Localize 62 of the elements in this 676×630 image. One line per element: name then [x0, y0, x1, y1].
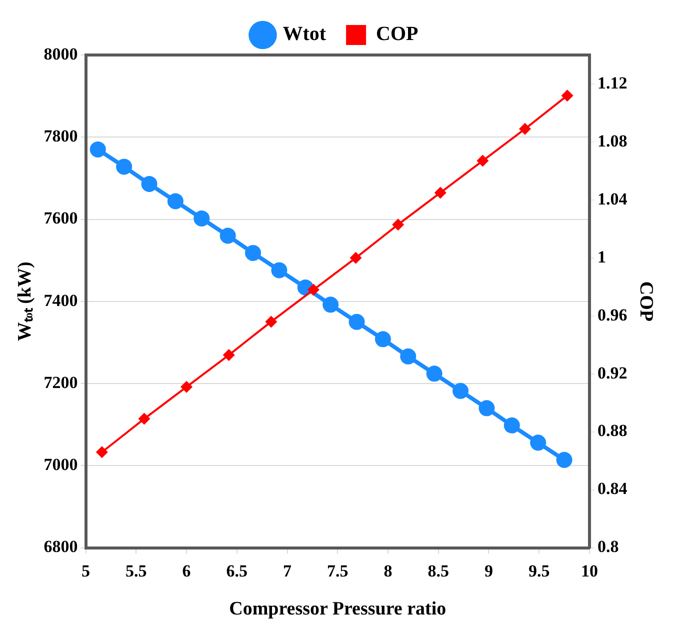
- x-tick-label: 6.5: [226, 561, 248, 580]
- point: [518, 122, 531, 135]
- x-axis-title: Compressor Pressure ratio: [229, 598, 446, 620]
- point: [194, 210, 210, 226]
- point: [245, 244, 262, 261]
- point: [504, 417, 520, 434]
- point: [392, 218, 404, 231]
- x-tick-label: 9: [484, 561, 493, 580]
- y-axis-title: Wₜₒₜ (kW): [14, 262, 36, 342]
- y-tick-label: 7800: [44, 126, 78, 146]
- y2-tick-label: 0.88: [597, 421, 628, 440]
- y-tick-label: 7200: [44, 372, 78, 392]
- point: [307, 284, 320, 296]
- point: [350, 252, 362, 264]
- x-tick-label: 8.5: [428, 561, 449, 580]
- point: [452, 382, 469, 399]
- y2-tick-label: 1.04: [597, 189, 628, 208]
- x-tick-label: 7.5: [327, 561, 348, 580]
- x-tick-label: 9.5: [528, 561, 550, 580]
- x-tick-label: 5.5: [126, 561, 147, 580]
- point: [561, 90, 574, 102]
- y-tick-label: 8000: [44, 44, 78, 64]
- y-tick-label: 7000: [44, 455, 78, 474]
- y2-axis-title: COP: [636, 281, 657, 322]
- x-tick-label: 10: [580, 561, 598, 580]
- point: [271, 262, 288, 278]
- point: [400, 348, 416, 364]
- point: [116, 158, 132, 175]
- point: [265, 316, 278, 328]
- point: [167, 193, 184, 210]
- point: [476, 154, 489, 167]
- point: [220, 228, 236, 244]
- x-tick-label: 7: [283, 561, 292, 580]
- y-tick-label: 7400: [44, 290, 78, 310]
- y2-tick-label: 0.84: [597, 479, 628, 498]
- point: [322, 296, 339, 313]
- y-tick-label: 7600: [44, 208, 78, 228]
- legend-label: COP: [376, 23, 418, 46]
- point: [222, 349, 235, 362]
- y2-tick-label: 1: [597, 247, 606, 266]
- y2-tick-label: 0.8: [597, 537, 619, 556]
- point: [141, 176, 158, 192]
- point: [374, 331, 391, 348]
- y-tick-label: 6800: [44, 537, 78, 556]
- x-tick-label: 5: [82, 561, 90, 580]
- y2-tick-label: 1.08: [597, 131, 628, 150]
- y2-tick-label: 1.12: [597, 73, 628, 92]
- legend-label: Wtot: [282, 23, 326, 46]
- point: [96, 446, 108, 458]
- point: [478, 400, 495, 416]
- x-tick-label: 6: [182, 561, 191, 580]
- point: [348, 314, 365, 330]
- point: [426, 366, 442, 382]
- point: [434, 186, 446, 199]
- y2-tick-label: 0.96: [597, 305, 628, 324]
- y2-tick-label: 0.92: [597, 363, 628, 382]
- point: [530, 434, 546, 451]
- point: [556, 452, 572, 468]
- x-tick-label: 8: [384, 561, 392, 580]
- point: [180, 380, 193, 393]
- point: [138, 412, 150, 425]
- point: [90, 141, 106, 158]
